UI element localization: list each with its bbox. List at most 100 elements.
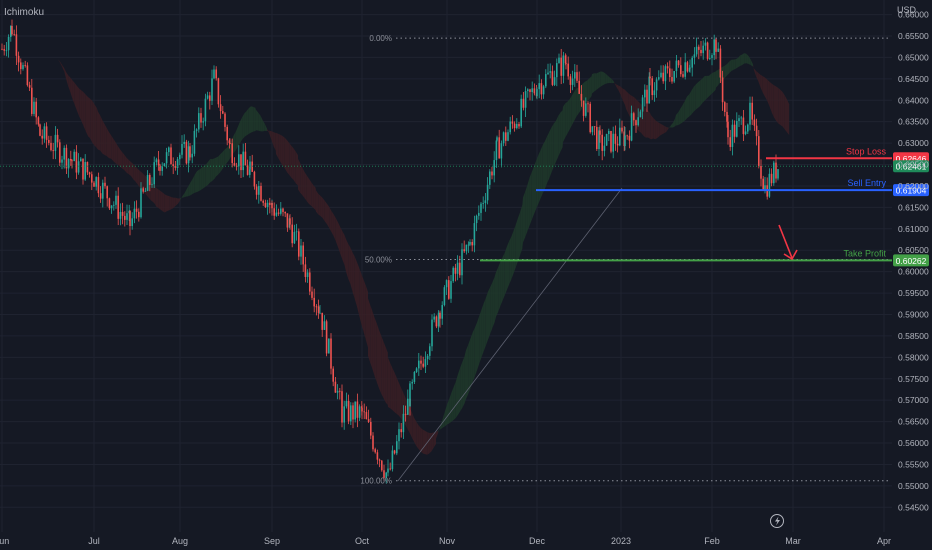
- candle: [102, 179, 104, 208]
- candle: [124, 211, 126, 227]
- candle: [426, 353, 429, 365]
- fib-level[interactable]: 100.00%: [360, 477, 890, 486]
- candle: [524, 86, 527, 117]
- cloud-segment: [79, 88, 82, 122]
- time-tick-label: Feb: [704, 536, 720, 546]
- cloud-segment: [485, 291, 488, 346]
- candle: [649, 68, 651, 86]
- cloud-segment: [496, 267, 499, 317]
- price-axis[interactable]: 0.66000 0.65500 0.65000 0.64500 0.64000 0.635…: [898, 10, 929, 513]
- price-tick-label: 0.65500: [898, 31, 929, 41]
- candle: [415, 367, 418, 374]
- cloud-segment: [592, 73, 595, 94]
- cloud-segment: [278, 133, 281, 162]
- lightning-icon[interactable]: [770, 514, 784, 528]
- candle: [251, 154, 253, 172]
- candle: [88, 171, 91, 178]
- cloud-segment: [329, 206, 332, 233]
- candle: [469, 239, 471, 247]
- cloud-segment: [760, 74, 763, 93]
- candle: [413, 371, 416, 384]
- cloud-segment: [194, 171, 197, 193]
- indicator-label[interactable]: Ichimoku: [4, 7, 44, 18]
- price-tick-label: 0.65000: [898, 52, 929, 62]
- candle: [702, 40, 704, 60]
- candle: [686, 60, 689, 73]
- cloud-segment: [560, 110, 563, 152]
- candle: [126, 204, 128, 226]
- candle: [113, 201, 115, 211]
- candle: [755, 118, 758, 146]
- candle: [404, 405, 407, 422]
- candle: [289, 214, 291, 230]
- cloud-segment: [628, 93, 631, 118]
- fib-level[interactable]: 50.00%: [365, 256, 890, 265]
- cloud-segment: [212, 158, 215, 181]
- cloud-segment: [88, 97, 91, 139]
- candle: [616, 136, 619, 153]
- candle: [747, 123, 749, 135]
- cloud-segment: [477, 316, 480, 371]
- price-tick-label: 0.57500: [898, 374, 929, 384]
- candle: [762, 175, 764, 190]
- candle: [715, 37, 717, 60]
- cloud-segment: [492, 276, 495, 328]
- candle: [422, 356, 424, 369]
- cloud-segment: [431, 432, 434, 452]
- candle: [480, 201, 482, 221]
- cloud-segment: [625, 89, 626, 109]
- candle: [31, 79, 33, 117]
- cloud-segment: [691, 86, 694, 115]
- cloud-segment: [527, 177, 530, 232]
- cloud-segment: [335, 218, 338, 248]
- trade-level-take-profit[interactable]: Take Profit 0.60262: [480, 248, 929, 267]
- cloud-segment: [385, 346, 388, 405]
- candle: [131, 212, 133, 230]
- candle: [321, 312, 323, 337]
- candle: [343, 400, 345, 430]
- cloud-segment: [744, 53, 747, 64]
- price-tick-label: 0.66000: [898, 10, 929, 20]
- price-tick-label: 0.62000: [898, 181, 929, 191]
- candle: [502, 131, 505, 147]
- cloud-segment: [504, 246, 507, 296]
- candle: [99, 186, 102, 203]
- candle: [407, 389, 409, 415]
- down-arrow-icon[interactable]: [778, 224, 798, 261]
- trade-level-label: Take Profit: [843, 248, 886, 258]
- cloud-segment: [758, 72, 761, 88]
- ichimoku-cloud: [28, 40, 790, 455]
- candle: [569, 73, 572, 94]
- candle: [45, 122, 48, 148]
- price-tag: 0.60262: [896, 256, 927, 266]
- cloud-segment: [731, 59, 734, 72]
- candle: [545, 69, 547, 89]
- candle: [727, 114, 729, 145]
- time-axis[interactable]: Jun Jul Aug Sep Oct Nov Dec 2023 Feb Mar Apr: [0, 536, 891, 546]
- fib-level[interactable]: 0.00%: [369, 34, 890, 43]
- candle: [202, 117, 204, 131]
- fibonacci-levels[interactable]: 0.00% 50.00% 100.00%: [360, 34, 890, 486]
- cloud-segment: [742, 53, 745, 66]
- current-price-line[interactable]: 0.62461: [0, 160, 929, 173]
- cloud-segment: [190, 178, 193, 196]
- candle: [262, 199, 264, 206]
- trade-level-sell-entry[interactable]: Sell Entry 0.61904: [536, 178, 929, 197]
- price-tick-label: 0.60500: [898, 245, 929, 255]
- candle: [328, 338, 330, 354]
- cloud-segment: [664, 125, 667, 134]
- candle: [217, 77, 220, 108]
- candle: [596, 120, 598, 151]
- cloud-segment: [410, 408, 413, 439]
- cloud-segment: [175, 197, 178, 206]
- candle: [441, 301, 443, 325]
- candlestick-series: [1, 19, 779, 484]
- candle: [108, 197, 111, 211]
- cloud-segment: [540, 144, 543, 199]
- trade-levels[interactable]: Stop Loss 0.62646 Sell Entry 0.61904 Take Pr…: [0, 146, 929, 267]
- candle: [509, 116, 511, 135]
- candle: [295, 223, 298, 241]
- candle: [424, 351, 427, 374]
- candle: [393, 449, 396, 455]
